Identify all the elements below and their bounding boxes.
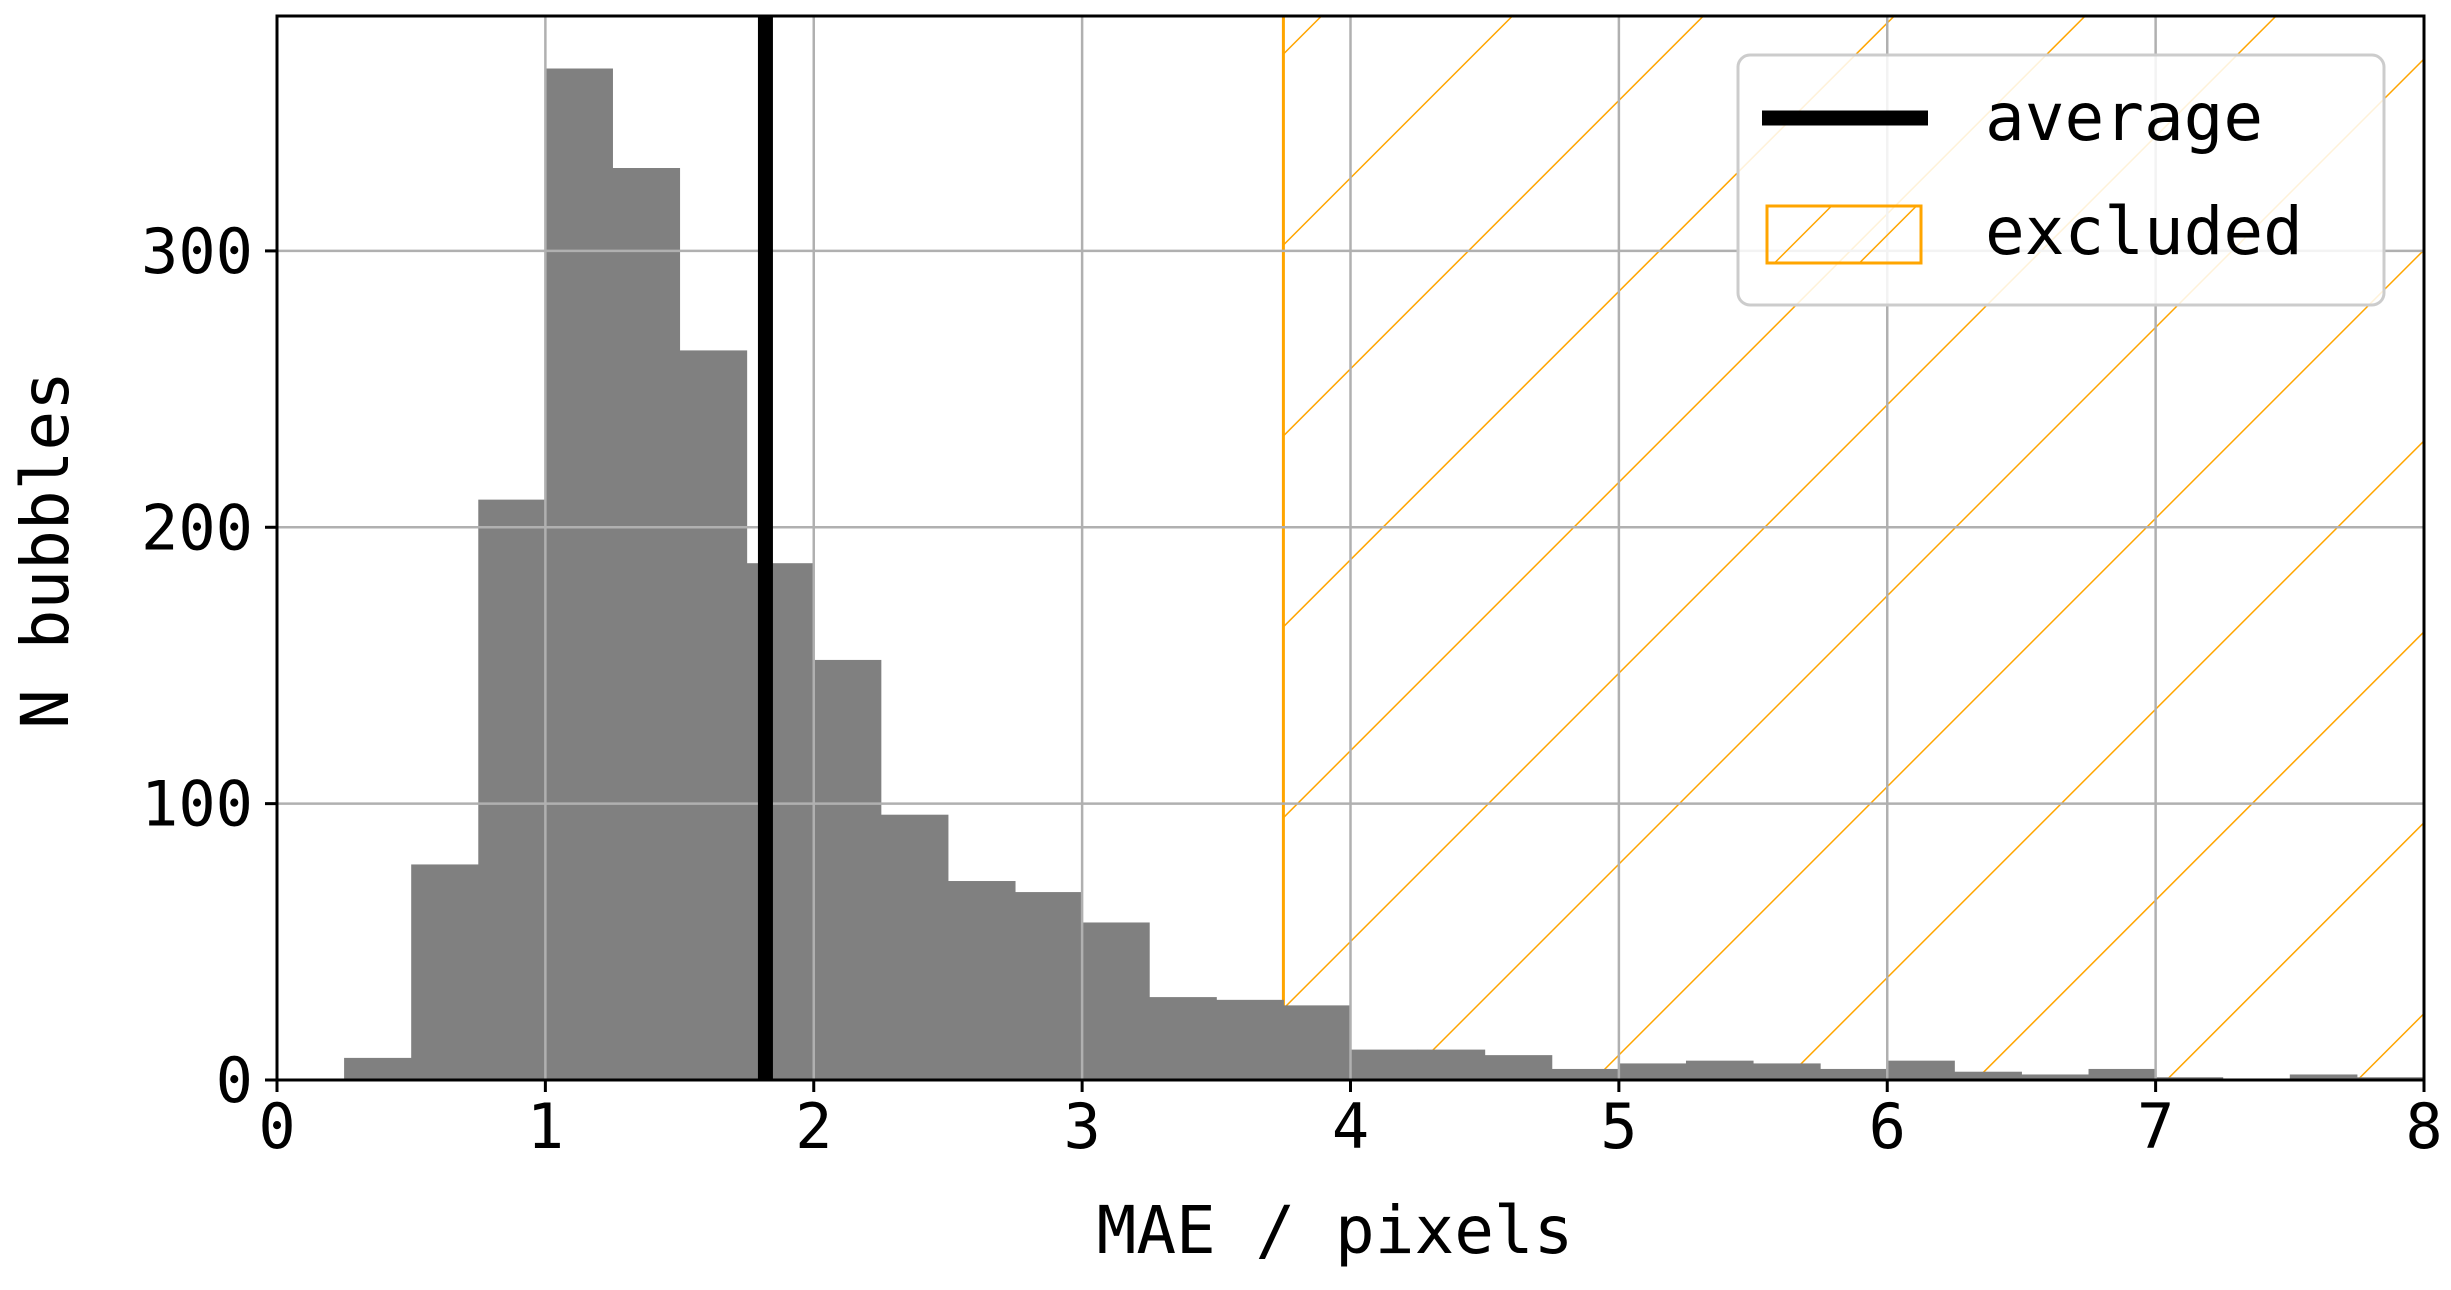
y-tick-label-2: 200 bbox=[141, 491, 253, 564]
legend-excluded-swatch bbox=[1765, 204, 1923, 265]
histogram-bar-10 bbox=[1015, 892, 1083, 1080]
histogram-bar-21 bbox=[1753, 1063, 1821, 1080]
histogram-bar-17 bbox=[1484, 1055, 1553, 1080]
legend-average-label: average bbox=[1985, 79, 2263, 156]
histogram-bar-13 bbox=[1216, 999, 1284, 1080]
histogram-bar-20 bbox=[1685, 1060, 1754, 1080]
histogram-bar-5 bbox=[679, 350, 748, 1080]
histogram-bars bbox=[344, 68, 2425, 1080]
x-tick-label-3: 3 bbox=[1063, 1090, 1100, 1163]
x-axis-label: MAE / pixels bbox=[1097, 1192, 1574, 1269]
histogram-bar-29 bbox=[2289, 1074, 2358, 1080]
histogram-bar-16 bbox=[1417, 1049, 1486, 1080]
y-tick-label-3: 300 bbox=[141, 215, 253, 288]
histogram-bar-6 bbox=[746, 563, 815, 1080]
y-tick-label-1: 100 bbox=[141, 768, 253, 841]
histogram-bar-26 bbox=[2088, 1068, 2157, 1080]
histogram-bar-23 bbox=[1887, 1060, 1955, 1080]
histogram-bar-18 bbox=[1551, 1068, 1620, 1080]
x-tick-label-2: 2 bbox=[795, 1090, 832, 1163]
x-tick-label-4: 4 bbox=[1332, 1090, 1369, 1163]
histogram-bar-1 bbox=[411, 864, 479, 1080]
grid-lines bbox=[277, 16, 2424, 1080]
histogram-bar-4 bbox=[612, 168, 681, 1080]
histogram-bar-15 bbox=[1350, 1049, 1419, 1080]
histogram-bar-19 bbox=[1618, 1063, 1687, 1080]
legend: average excluded bbox=[1736, 53, 2386, 307]
histogram-bar-14 bbox=[1283, 1005, 1351, 1080]
x-axis-ticks: 0 1 2 3 4 5 6 7 8 bbox=[258, 1080, 2443, 1163]
legend-excluded-label: excluded bbox=[1985, 193, 2303, 270]
histogram-bar-11 bbox=[1082, 922, 1150, 1080]
histogram-bar-24 bbox=[1954, 1071, 2022, 1080]
x-tick-label-8: 8 bbox=[2405, 1090, 2442, 1163]
x-tick-label-1: 1 bbox=[527, 1090, 564, 1163]
x-tick-label-0: 0 bbox=[258, 1090, 295, 1163]
histogram-bar-2 bbox=[478, 499, 546, 1080]
histogram-bar-9 bbox=[947, 881, 1016, 1080]
histogram-bar-22 bbox=[1820, 1068, 1888, 1080]
histogram-bar-0 bbox=[344, 1057, 412, 1080]
x-tick-label-5: 5 bbox=[1600, 1090, 1637, 1163]
x-tick-label-7: 7 bbox=[2137, 1090, 2174, 1163]
y-tick-label-0: 0 bbox=[216, 1044, 253, 1117]
histogram-bar-3 bbox=[545, 68, 613, 1080]
histogram-bar-8 bbox=[880, 814, 949, 1080]
y-axis-ticks: 0 100 200 300 bbox=[141, 215, 277, 1117]
histogram-bar-25 bbox=[2021, 1074, 2090, 1080]
histogram-bar-7 bbox=[813, 659, 882, 1080]
x-tick-label-6: 6 bbox=[1869, 1090, 1906, 1163]
y-axis-label: N bubbles bbox=[7, 371, 84, 729]
histogram-bar-12 bbox=[1149, 997, 1217, 1080]
